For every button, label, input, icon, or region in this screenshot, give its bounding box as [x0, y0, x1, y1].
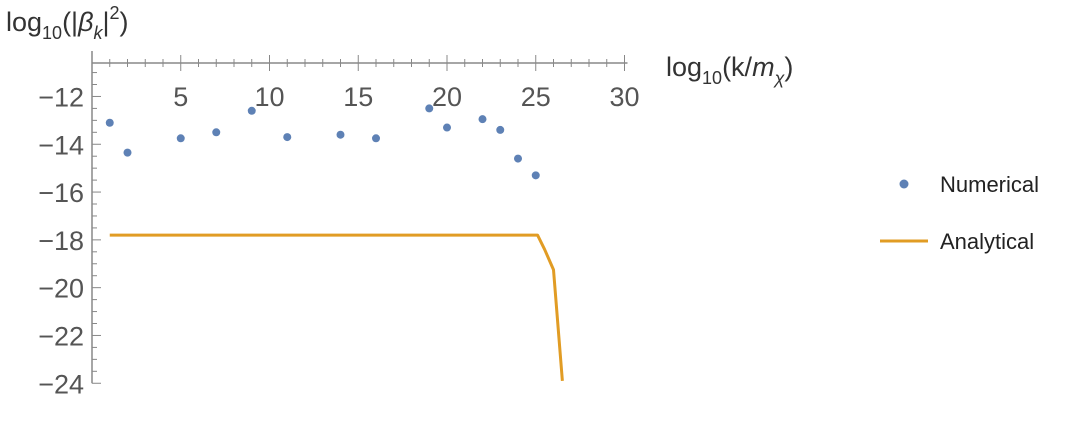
x-tick-label: 5 — [173, 82, 188, 112]
legend-numerical-label: Numerical — [940, 172, 1039, 197]
numerical-point — [247, 106, 256, 115]
axes: 5 10 15 20 25 30 −12 −14 −16 −18 −20 −22 −24 — [38, 51, 640, 399]
x-ticks — [109, 55, 625, 71]
numerical-point — [123, 148, 132, 157]
y-tick-label: −22 — [38, 321, 84, 351]
numerical-point — [372, 134, 380, 143]
y-axis-title: log10(|βk|2) — [6, 3, 129, 43]
x-tick-label: 25 — [521, 82, 551, 112]
numerical-point — [425, 104, 434, 113]
y-tick-label: −12 — [38, 82, 84, 112]
numerical-point — [176, 134, 185, 143]
y-tick-label: −18 — [38, 226, 84, 256]
x-tick-label: 15 — [343, 82, 373, 112]
y-tick-label: −14 — [38, 130, 84, 160]
numerical-point — [283, 133, 292, 142]
analytical-series-line — [109, 233, 564, 381]
x-tick-label: 10 — [254, 82, 284, 112]
numerical-point — [212, 128, 221, 137]
plot-area — [105, 104, 564, 381]
numerical-point — [496, 125, 505, 134]
x-tick-label: 30 — [609, 82, 639, 112]
x-axis-title: log10(k/mχ) — [666, 52, 793, 88]
legend: Numerical Analytical — [880, 172, 1039, 254]
numerical-point — [443, 123, 451, 132]
y-tick-label: −24 — [38, 369, 84, 399]
y-tick-labels: −12 −14 −16 −18 −20 −22 −24 — [38, 82, 84, 399]
numerical-point — [531, 171, 540, 180]
numerical-point — [514, 154, 522, 163]
x-tick-label: 20 — [432, 82, 462, 112]
legend-analytical-label: Analytical — [940, 229, 1034, 254]
numerical-point — [336, 130, 345, 139]
y-tick-label: −20 — [38, 274, 84, 304]
y-ticks — [92, 72, 101, 384]
numerical-series-points — [105, 104, 540, 180]
legend-numerical-marker — [899, 179, 909, 189]
legend-item-numerical: Numerical — [899, 172, 1039, 197]
y-tick-label: −16 — [38, 178, 84, 208]
x-tick-labels: 5 10 15 20 25 30 — [173, 82, 639, 112]
legend-item-analytical: Analytical — [880, 229, 1034, 254]
numerical-point — [105, 118, 114, 127]
numerical-point — [478, 115, 487, 124]
